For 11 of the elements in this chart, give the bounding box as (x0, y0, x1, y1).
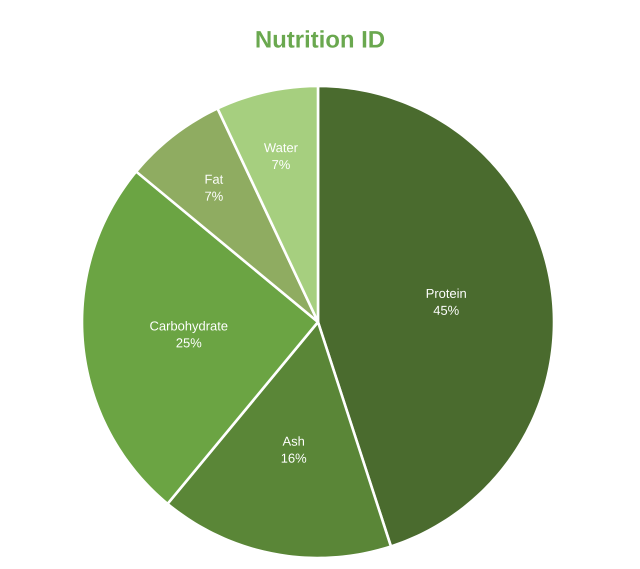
data-label: 7% (205, 192, 223, 201)
slice-label: Ash (282, 436, 304, 446)
slice-label: Carbohydrate (150, 320, 228, 334)
data-label: 16% (282, 454, 306, 463)
slice-label: Water (264, 143, 298, 152)
chart-title: Nutrition ID (256, 30, 384, 48)
data-label: 7% (272, 160, 290, 170)
data-label: 25% (176, 338, 202, 348)
slice-label: Fat (206, 174, 224, 184)
data-label: 45% (434, 306, 459, 315)
slice-label: Protein (426, 288, 466, 298)
